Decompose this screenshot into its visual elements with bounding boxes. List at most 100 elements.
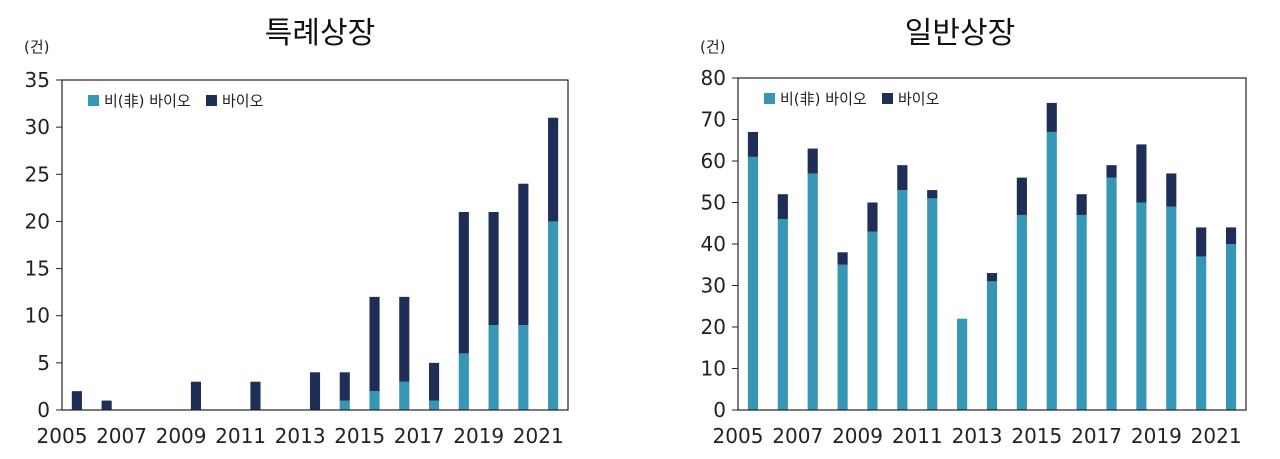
bar-bio-2008	[837, 252, 848, 265]
bar-bio-2009	[190, 381, 201, 410]
bar-non-bio-2010	[897, 190, 908, 410]
x-tick-label: 2013	[275, 424, 326, 448]
chart-special-listing: (건) 0 5 10 15 20 25 30 35 2005 2007 2009 2011 2013 201…	[24, 38, 569, 448]
x-tick-label: 2005	[713, 424, 764, 448]
y-tick-label: 60	[701, 149, 726, 173]
bar-non-bio-2020	[1196, 256, 1207, 410]
bar-non-bio-2015	[1046, 131, 1057, 410]
legend-label-non-bio: 비(非) 바이오	[104, 92, 191, 110]
y-unit-label: (건)	[700, 38, 726, 56]
x-tick-label: 2019	[453, 424, 504, 448]
x-tick-label: 2015	[334, 424, 385, 448]
bar-non-bio-2018	[458, 353, 469, 410]
bar-bio-2007	[807, 148, 818, 174]
y-tick-label: 15	[25, 257, 50, 281]
x-tick-label: 2011	[215, 424, 266, 448]
bar-non-bio-2009	[867, 231, 878, 410]
bar-non-bio-2021	[1225, 244, 1237, 410]
x-tick-label: 2007	[96, 424, 147, 448]
x-tick-label: 2009	[832, 424, 883, 448]
legend-swatch-bio	[882, 93, 893, 104]
y-tick-label: 30	[25, 115, 50, 139]
x-tick-label: 2009	[156, 424, 207, 448]
bar-bio-2021	[1225, 227, 1237, 244]
bar-bio-2021	[548, 117, 559, 222]
bar-bio-2016	[1076, 194, 1087, 215]
bar-bio-2014	[1016, 177, 1027, 215]
x-tick-label: 2021	[513, 424, 564, 448]
y-tick-label: 50	[701, 191, 726, 215]
bar-bio-2017	[429, 362, 440, 401]
legend-label-non-bio: 비(非) 바이오	[780, 90, 867, 108]
legend-swatch-non-bio	[88, 95, 99, 106]
bar-non-bio-2011	[927, 198, 938, 410]
bar-non-bio-2005	[747, 156, 759, 410]
bar-bio-2005	[747, 131, 759, 157]
chart-title: 특례상장	[264, 16, 376, 51]
bar-non-bio-2020	[518, 325, 529, 410]
bar-bio-2014	[339, 372, 350, 401]
legend-swatch-non-bio	[764, 93, 775, 104]
bar-non-bio-2017	[1106, 177, 1117, 410]
bar-bio-2006	[777, 194, 788, 220]
bar-bio-2013	[986, 273, 998, 282]
y-tick-label: 80	[701, 66, 726, 90]
bar-bio-2016	[399, 296, 410, 382]
bar-non-bio-2016	[399, 381, 410, 410]
bar-bio-2015	[369, 296, 380, 392]
bar-non-bio-2007	[807, 173, 818, 410]
legend-label-bio: 바이오	[222, 92, 264, 110]
x-tick-label: 2015	[1011, 424, 1062, 448]
y-tick-label: 0	[713, 398, 726, 422]
y-tick-label: 10	[701, 357, 726, 381]
bar-bio-2020	[518, 183, 529, 326]
y-tick-label: 5	[37, 351, 50, 375]
bar-bio-2018	[458, 212, 469, 354]
bar-bio-2009	[867, 202, 878, 232]
bar-non-bio-2006	[777, 219, 788, 410]
y-tick-label: 20	[25, 209, 50, 233]
chart-panel-general-listing: 일반상장 (건) 0 10 20 30 40 50 60 70 80 2005 2007 2009 201…	[640, 0, 1280, 459]
bar-non-bio-2014	[1016, 214, 1027, 410]
bar-non-bio-2019	[1166, 206, 1177, 410]
bar-bio-2005	[71, 391, 82, 410]
plot-frame	[61, 79, 569, 411]
y-tick-label: 20	[701, 315, 726, 339]
plot-frame	[737, 77, 1247, 411]
chart-panel-special-listing: 특례상장 (건) 0 5 10 15 20 25 30 35 2005 2007 2009 2011 20…	[24, 16, 569, 448]
x-tick-label: 2013	[952, 424, 1003, 448]
x-tick-label: 2017	[1071, 424, 1122, 448]
bar-non-bio-2017	[429, 400, 440, 410]
bar-non-bio-2021	[548, 221, 559, 410]
x-tick-label: 2017	[394, 424, 445, 448]
bar-non-bio-2008	[837, 264, 848, 410]
x-tick-label: 2011	[892, 424, 943, 448]
y-tick-label: 30	[701, 274, 726, 298]
legend-label-bio: 바이오	[898, 90, 940, 108]
chart-general-listing: (건) 0 10 20 30 40 50 60 70 80 2005 2007 2009 2011 2013…	[700, 38, 1247, 448]
y-tick-label: 10	[25, 304, 50, 328]
bar-non-bio-2014	[339, 400, 350, 410]
bar-bio-2011	[927, 190, 938, 199]
y-tick-label: 35	[25, 68, 50, 92]
x-tick-label: 2007	[772, 424, 823, 448]
bar-bio-2019	[1166, 173, 1177, 207]
legend-swatch-bio	[206, 95, 217, 106]
y-tick-label: 25	[25, 162, 50, 186]
bar-non-bio-2015	[369, 391, 380, 410]
bar-bio-2013	[309, 372, 321, 410]
bar-bio-2011	[250, 381, 261, 410]
y-unit-label: (건)	[24, 38, 50, 56]
x-tick-label: 2005	[37, 424, 88, 448]
bar-bio-2020	[1196, 227, 1207, 257]
y-tick-label: 40	[701, 232, 726, 256]
bar-bio-2019	[488, 212, 499, 326]
y-tick-label: 70	[701, 108, 726, 132]
x-tick-label: 2021	[1191, 424, 1242, 448]
chart-title: 일반상장	[904, 16, 1016, 51]
bar-bio-2010	[897, 165, 908, 191]
bar-bio-2017	[1106, 165, 1117, 178]
bar-non-bio-2013	[986, 281, 998, 410]
y-tick-label: 0	[37, 398, 50, 422]
bar-bio-2015	[1046, 102, 1057, 132]
